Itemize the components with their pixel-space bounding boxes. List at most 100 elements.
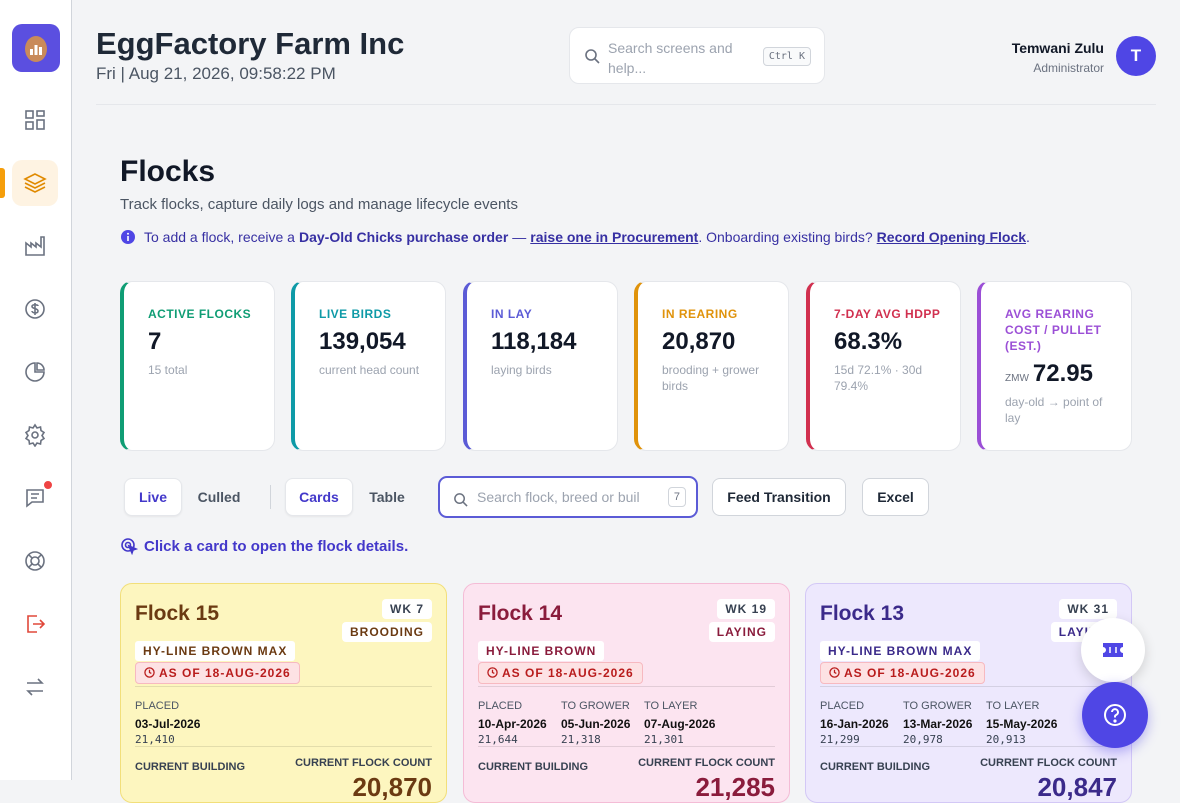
milestone-label: TO GROWER: [903, 700, 972, 712]
milestone-label: PLACED: [820, 700, 865, 712]
avatar[interactable]: T: [1116, 36, 1156, 76]
flock-card[interactable]: Flock 14 WK 19 LAYING HY-LINE BROWN AS OF 18…: [463, 583, 790, 803]
nav-settings[interactable]: [12, 412, 58, 458]
help-button[interactable]: [1082, 682, 1148, 748]
nav-logout[interactable]: [12, 601, 58, 647]
as-of-text: AS OF 18-AUG-2026: [844, 666, 976, 680]
sidebar: [0, 0, 72, 780]
nav-production[interactable]: [12, 223, 58, 269]
milestone-count: 21,644: [478, 733, 518, 746]
milestone-date: 15-May-2026: [986, 717, 1058, 731]
kpi-note: brooding + grower birds: [662, 363, 760, 393]
flock-count: 20,870: [352, 772, 432, 802]
as-of-badge: AS OF 18-AUG-2026: [135, 662, 300, 684]
kpi-label: 7-DAY AVG HDPP: [834, 307, 941, 321]
milestone-label: PLACED: [135, 700, 180, 712]
kpi-value: 20,870: [662, 328, 776, 356]
nav-dashboard[interactable]: [12, 97, 58, 143]
kpi-label: LIVE BIRDS: [319, 307, 392, 321]
separator: [478, 746, 775, 747]
toolbar-divider: [270, 485, 271, 509]
nav-reports[interactable]: [12, 349, 58, 395]
flock-card[interactable]: Flock 15 WK 7 BROODING HY-LINE BROWN MAX AS …: [120, 583, 447, 803]
kpi-card: LIVE BIRDS 139,054 current head count: [291, 281, 446, 451]
active-indicator: [0, 168, 5, 198]
flock-search[interactable]: Search flock, breed or buil 7: [438, 476, 698, 518]
view-tab[interactable]: Cards: [285, 478, 353, 516]
flock-count: 21,285: [695, 772, 775, 802]
kpi-label: ACTIVE FLOCKS: [148, 307, 252, 321]
separator: [820, 686, 1117, 687]
info-text: To add a flock, receive a: [144, 229, 295, 245]
status-tab[interactable]: Live: [124, 478, 182, 516]
milestone-count: 21,410: [135, 733, 175, 746]
kpi-label: AVG REARING COST / PULLET (EST.): [1005, 307, 1102, 353]
page-subtitle: Track flocks, capture daily logs and man…: [120, 196, 518, 213]
building-label: CURRENT BUILDING: [820, 761, 930, 773]
kpi-card: IN REARING 20,870 brooding + grower birds: [634, 281, 789, 451]
kpi-number: 68.3%: [834, 328, 903, 355]
breed-badge: HY-LINE BROWN: [478, 641, 605, 661]
building-label: CURRENT BUILDING: [135, 761, 245, 773]
logo[interactable]: [12, 24, 60, 72]
milestone: TO GROWER 05-Jun-2026 21,318: [561, 700, 630, 746]
procurement-link[interactable]: raise one in Procurement: [530, 229, 699, 245]
kpi-number: 118,184: [491, 328, 577, 355]
flock-name: Flock 13: [820, 602, 905, 625]
page-title: Flocks: [120, 155, 216, 188]
toolbar-button[interactable]: Excel: [862, 478, 929, 516]
stage-badge: LAYING: [708, 622, 775, 642]
breed-badge: HY-LINE BROWN MAX: [820, 641, 981, 661]
flock-name: Flock 15: [135, 602, 220, 625]
milestone-count: 21,301: [644, 733, 684, 746]
milestone-count: 20,978: [903, 733, 943, 746]
hint: Click a card to open the flock details.: [120, 537, 408, 555]
status-tab[interactable]: Culled: [197, 489, 241, 505]
global-search[interactable]: Search screens and help... Ctrl K: [569, 27, 825, 84]
flock-card[interactable]: Flock 13 WK 31 LAYING HY-LINE BROWN MAX AS O…: [805, 583, 1132, 803]
toolbar-button[interactable]: Feed Transition: [712, 478, 846, 516]
milestone-count: 20,913: [986, 733, 1026, 746]
result-count: 7: [667, 487, 686, 507]
info-dash: —: [512, 229, 527, 245]
kpi-note: current head count: [319, 363, 420, 377]
nav-messages[interactable]: [12, 475, 58, 521]
as-of-text: AS OF 18-AUG-2026: [159, 666, 291, 680]
search-placeholder: Search flock, breed or buil: [477, 489, 640, 505]
nav-support[interactable]: [12, 538, 58, 584]
milestone-label: TO LAYER: [986, 700, 1040, 712]
kpi-number: 139,054: [319, 328, 406, 355]
milestone-label: TO LAYER: [644, 700, 698, 712]
kpi-label: IN LAY: [491, 307, 533, 321]
kpi-card: ACTIVE FLOCKS 7 15 total: [120, 281, 275, 451]
shortcut: Ctrl K: [762, 47, 811, 66]
datetime: Fri | Aug 21, 2026, 09:58:22 PM: [96, 64, 336, 83]
kpi-note: 15 total: [148, 363, 188, 377]
nav-switch[interactable]: [12, 664, 58, 710]
info-strong: Day-Old Chicks purchase order: [298, 229, 509, 245]
kpi-currency: ZMW: [1005, 373, 1029, 384]
kpi-value: ZMW 72.95: [1005, 360, 1119, 388]
info-end: .: [1026, 229, 1030, 245]
week-badge: WK 19: [717, 599, 775, 619]
user-name: Temwani Zulu: [1011, 40, 1104, 56]
milestone-date: 10-Apr-2026: [478, 717, 547, 731]
kpi-number: 72.95: [1032, 360, 1093, 387]
nav-flocks[interactable]: [12, 160, 58, 206]
milestone-label: TO GROWER: [561, 700, 630, 712]
breed-badge: HY-LINE BROWN MAX: [135, 641, 296, 661]
nav-finance[interactable]: [12, 286, 58, 332]
milestone-date: 05-Jun-2026: [561, 717, 631, 731]
kpi-card: 7-DAY AVG HDPP 68.3% 15d 72.1% · 30d 79.4%: [806, 281, 961, 451]
milestone: TO LAYER 07-Aug-2026 21,301: [644, 700, 715, 746]
flock-name: Flock 14: [478, 602, 563, 625]
kpi-label: IN REARING: [662, 307, 738, 321]
kpi-value: 68.3%: [834, 328, 948, 356]
ticket-button[interactable]: [1081, 618, 1145, 682]
milestone-label: PLACED: [478, 700, 523, 712]
as-of-text: AS OF 18-AUG-2026: [502, 666, 634, 680]
opening-flock-link[interactable]: Record Opening Flock: [876, 229, 1027, 245]
week-badge: WK 31: [1059, 599, 1117, 619]
separator: [478, 686, 775, 687]
view-tab[interactable]: Table: [369, 489, 405, 505]
